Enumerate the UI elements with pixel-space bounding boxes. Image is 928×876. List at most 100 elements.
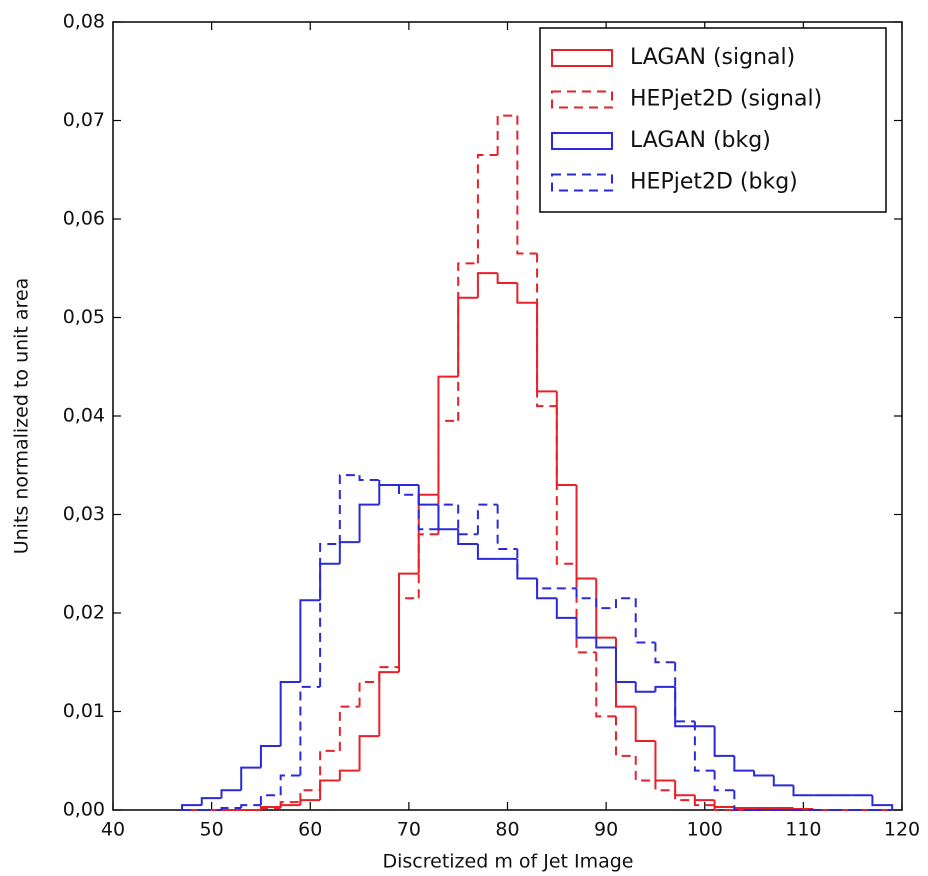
histogram-step: [516, 283, 538, 304]
histogram-step: [476, 544, 498, 560]
histogram-step: [378, 671, 400, 737]
histogram-step: [378, 480, 400, 486]
histogram-step: [417, 533, 439, 599]
histogram-step: [595, 598, 616, 610]
x-tick-label: 60: [298, 819, 322, 841]
histogram-step: [358, 680, 380, 707]
histogram-step: [674, 790, 695, 802]
histogram-step: [713, 805, 735, 811]
histogram-step: [279, 680, 301, 746]
x-axis-label: Discretized m of Jet Image: [382, 851, 633, 873]
histogram-step: [378, 666, 400, 682]
y-tick-label: 0,07: [63, 109, 105, 131]
x-tick-label: 40: [101, 819, 125, 841]
histogram-step: [575, 484, 597, 580]
histogram-step: [595, 637, 616, 649]
histogram-step: [536, 578, 557, 590]
histogram-step: [417, 484, 439, 506]
histogram-step: [476, 272, 498, 298]
legend-box: [539, 27, 887, 213]
legend-swatch: [551, 173, 613, 192]
histogram-step: [476, 153, 498, 264]
y-axis-label: Units normalized to unit area: [11, 278, 33, 555]
histogram-step: [713, 770, 735, 792]
y-tick-label: 0,00: [63, 799, 105, 821]
histogram-step: [200, 797, 222, 806]
histogram-step: [674, 662, 695, 723]
histogram-step: [299, 789, 321, 803]
histogram-step: [516, 115, 538, 255]
histogram-step: [733, 755, 755, 772]
histogram-step: [614, 597, 636, 609]
histogram-step: [220, 789, 242, 799]
histogram-step: [555, 598, 577, 619]
histogram-step: [654, 780, 676, 792]
histogram-step: [181, 804, 202, 810]
histogram-step: [733, 807, 755, 810]
histogram-step: [753, 770, 774, 777]
x-tick-label: 110: [785, 819, 821, 841]
x-tick-label: 90: [594, 819, 618, 841]
histogram-step: [792, 785, 814, 797]
histogram-step: [693, 800, 715, 807]
histogram-step: [536, 253, 557, 408]
histogram-step: [338, 769, 360, 781]
histogram-step: [496, 114, 518, 155]
histogram-step: [437, 503, 459, 530]
histogram-step: [772, 775, 794, 787]
y-tick-label: 0,08: [63, 11, 105, 33]
histogram-step: [614, 716, 636, 757]
x-tick-label: 80: [495, 819, 519, 841]
histogram-step: [259, 794, 281, 806]
histogram-step: [358, 475, 380, 482]
y-tick-label: 0,06: [63, 208, 105, 230]
histogram-step: [338, 474, 360, 545]
histogram-step: [654, 642, 676, 664]
y-tick-label: 0,05: [63, 306, 105, 328]
histogram-step: [358, 735, 380, 771]
histogram-step: [319, 543, 340, 687]
histogram-step: [693, 721, 715, 772]
histogram-step: [417, 494, 439, 531]
x-tick-label: 70: [397, 819, 421, 841]
histogram-step: [555, 406, 577, 565]
legend-label: LAGAN (signal): [630, 45, 795, 70]
legend-swatch: [551, 90, 613, 109]
histogram-step: [299, 599, 321, 682]
histogram-step: [259, 744, 281, 768]
x-tick-label: 50: [200, 819, 224, 841]
legend-swatch: [551, 49, 613, 67]
y-tick-label: 0,02: [63, 602, 105, 624]
histogram-step: [792, 808, 814, 811]
legend-label: HEPjet2D (bkg): [630, 170, 798, 195]
histogram-step: [259, 807, 281, 810]
histogram-step: [575, 617, 597, 639]
histogram-step: [398, 572, 419, 673]
histogram-step: [240, 766, 261, 791]
legend: LAGAN (signal) HEPjet2D (signal) LAGAN (bk…: [539, 27, 887, 213]
histogram-step: [634, 755, 656, 782]
histogram-step: [240, 804, 261, 809]
histogram-step: [279, 774, 301, 796]
y-tick-label: 0,03: [63, 503, 105, 525]
x-tick-label: 120: [884, 819, 920, 841]
histogram-step: [457, 262, 478, 421]
y-tick-label: 0,01: [63, 700, 105, 722]
histogram-step: [575, 588, 597, 600]
histogram-step: [713, 726, 735, 757]
legend-swatch: [551, 132, 613, 150]
legend-label: LAGAN (bkg): [630, 128, 771, 153]
histogram-step: [437, 419, 459, 535]
y-tick-label: 0,04: [63, 405, 105, 427]
histogram-step: [871, 795, 894, 810]
histogram-step: [634, 706, 656, 743]
histogram-step: [398, 597, 419, 668]
histogram-step: [220, 807, 242, 810]
histogram-step: [496, 273, 518, 285]
histogram-step: [398, 484, 419, 496]
histogram-step: [654, 685, 676, 692]
legend-label: HEPjet2D (signal): [630, 87, 822, 112]
histogram-step: [358, 503, 380, 543]
histogram-step: [634, 681, 656, 693]
